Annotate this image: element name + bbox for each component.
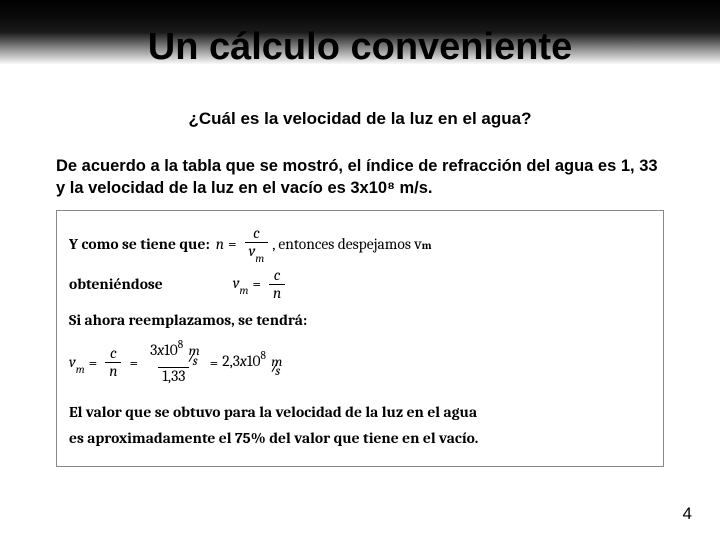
slide: Un cálculo conveniente ¿Cuál es la veloc… — [0, 0, 720, 540]
conclusion-1: El valor que se obtuvo para la velocidad… — [69, 400, 651, 424]
num-c: c — [249, 225, 264, 242]
slide-question: ¿Cuál es la velocidad de la luz en el ag… — [0, 109, 720, 129]
unit-2: ms — [269, 356, 280, 378]
math-line-2: obteniéndose vm = c n — [69, 267, 651, 302]
line1-tail: , entonces despejamos v — [272, 232, 421, 256]
eq-5: = — [210, 351, 219, 375]
math-box: Y como se tiene que: n = c vm , entonces… — [56, 210, 664, 467]
den-n: n — [269, 284, 285, 302]
den-133: 1,33 — [158, 367, 189, 385]
slide-title: Un cálculo conveniente — [0, 0, 720, 83]
line1-lead: Y como se tiene que: — [69, 232, 210, 256]
vm-lhs: vm — [233, 271, 249, 297]
conclusion-2: es aproximadamente el 75% del valor que … — [69, 426, 651, 450]
eq-2: = — [252, 272, 261, 296]
eq-4: = — [129, 351, 138, 375]
page-number: 4 — [683, 504, 692, 524]
den-vm: vm — [245, 242, 269, 263]
num-big: 3x108 ms — [146, 340, 202, 367]
frac-c-n-2: c n — [105, 345, 121, 380]
math-line-4: vm = c n = 3x108 ms 1,33 = 2,3x108 — [69, 340, 651, 385]
var-n: n — [216, 232, 224, 256]
slide-explanation: De acuerdo a la tabla que se mostró, el … — [0, 155, 720, 200]
math-line-3: Si ahora reemplazamos, se tendrá: — [69, 308, 651, 332]
line2-lead: obteniéndose — [69, 272, 163, 296]
eq-3: = — [89, 351, 98, 375]
vm-lhs-2: vm — [69, 350, 85, 376]
frac-c-n: c n — [269, 267, 285, 302]
sub-m-1: m — [422, 237, 432, 254]
result: 2,3x108 ms — [222, 348, 280, 378]
num-c2: c — [270, 267, 285, 284]
math-line-1: Y como se tiene que: n = c vm , entonces… — [69, 225, 651, 263]
eq-1: = — [228, 232, 237, 256]
frac-big: 3x108 ms 1,33 — [146, 340, 202, 385]
unit-1: ms — [187, 345, 198, 367]
frac-c-vm: c vm — [245, 225, 269, 263]
